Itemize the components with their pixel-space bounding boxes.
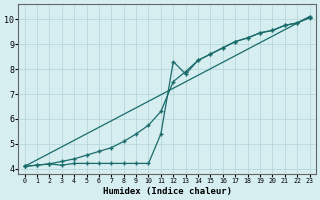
X-axis label: Humidex (Indice chaleur): Humidex (Indice chaleur) bbox=[103, 187, 232, 196]
